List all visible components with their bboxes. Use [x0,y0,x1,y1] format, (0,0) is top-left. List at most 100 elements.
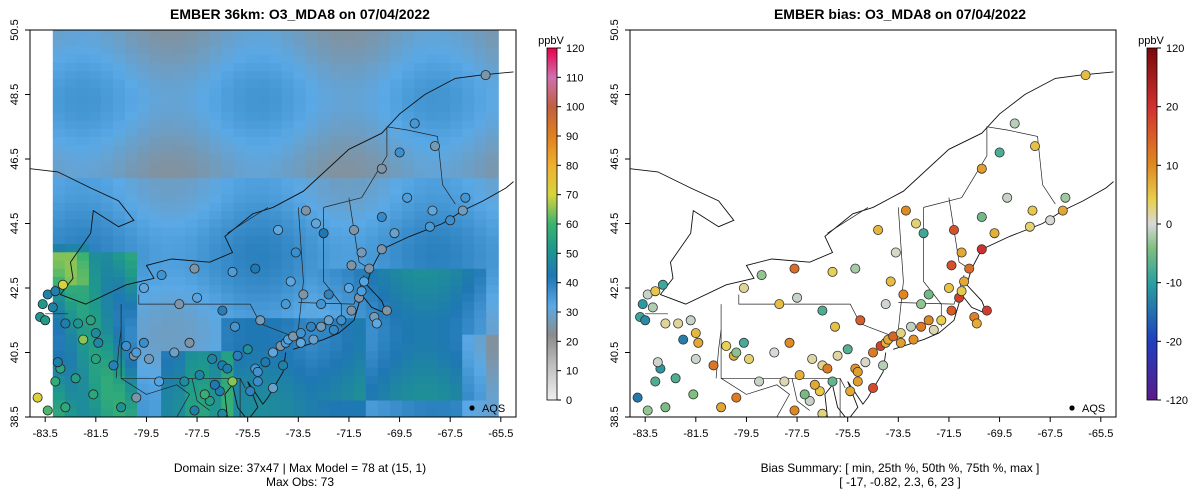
model-grid-cell [462,359,475,369]
model-grid-cell [64,301,78,311]
model-grid-cell [438,235,451,245]
model-grid-cell [221,211,234,220]
model-grid-cell [173,326,186,336]
model-grid-cell [317,46,331,56]
model-grid-cell [438,384,451,393]
model-grid-cell [474,71,487,80]
model-grid-cell [125,128,138,138]
model-grid-cell [197,62,210,72]
model-grid-cell [341,318,355,327]
model-grid-cell [402,54,415,64]
model-grid-cell [329,392,343,402]
model-grid-cell [341,120,355,130]
model-grid-cell [281,95,295,105]
aqs-site-marker [298,289,309,300]
model-grid-cell [329,202,343,212]
model-grid-cell [365,62,379,72]
model-grid-cell [245,268,258,278]
model-grid-cell [365,120,379,130]
model-grid-cell [173,235,186,245]
aqs-site-marker [50,376,61,387]
model-grid-cell [161,79,174,89]
model-grid-cell [64,293,78,303]
model-grid-cell [76,301,90,311]
model-grid-cell [52,104,66,113]
model-grid-cell [450,38,463,47]
model-grid-cell [185,351,198,360]
model-grid-cell [402,384,415,393]
aqs-bias-marker [900,205,911,216]
model-grid-cell [474,244,487,253]
model-state-border [297,207,304,330]
model-grid-cell [76,186,90,196]
model-grid-cell [173,244,186,253]
model-grid-cell [209,310,222,319]
bias-colorbar-unit: ppbV [1138,35,1164,47]
model-grid-cell [293,318,307,327]
model-grid-cell [209,326,222,336]
model-grid-cell [221,178,234,187]
model-grid-cell [137,219,150,229]
model-grid-cell [209,30,222,39]
model-grid-cell [233,219,246,229]
model-grid-cell [389,137,403,146]
model-grid-cell [377,227,391,237]
model-grid-cell [113,244,126,253]
model-grid-cell [88,54,102,64]
model-grid-cell [329,400,343,410]
model-grid-cell [197,285,210,295]
model-grid-cell [365,95,379,105]
model-grid-cell [414,79,427,89]
model-grid-cell [125,326,138,336]
model-grid-cell [462,227,475,237]
model-grid-cell [76,277,90,286]
model-grid-cell [125,392,138,402]
aqs-site-marker [156,270,167,281]
model-grid-cell [486,170,499,179]
model-grid-cell [197,219,210,229]
aqs-site-marker [37,299,48,310]
model-grid-cell [100,310,114,319]
model-grid-cell [269,277,283,286]
aqs-site-marker [305,321,316,332]
aqs-site-marker [245,386,256,397]
model-grid-cell [353,260,367,270]
model-grid-cell [329,235,343,245]
model-grid-cell [137,384,150,393]
bias-map-panel: EMBER bias: O3_MDA8 on 07/04/2022 -83.5-… [600,0,1200,502]
model-grid-cell [281,145,295,155]
model-grid-cell [269,235,283,245]
model-grid-cell [64,359,78,369]
model-grid-cell [353,104,367,113]
model-grid-cell [414,359,427,369]
model-grid-cell [389,310,403,319]
model-grid-cell [474,62,487,72]
model-grid-cell [197,318,210,327]
model-grid-cell [209,62,222,72]
model-grid-cell [402,128,415,138]
model-grid-cell [88,277,102,286]
model-grid-cell [486,54,499,64]
model-grid-cell [341,384,355,393]
model-grid-cell [52,342,66,352]
model-grid-cell [209,400,222,410]
model-grid-cell [317,235,331,245]
model-grid-cell [402,392,415,402]
model-grid-cell [233,293,246,303]
model-grid-cell [450,120,463,130]
model-grid-cell [402,334,415,344]
model-grid-cell [462,95,475,105]
model-grid-cell [486,95,499,105]
model-grid-cell [474,38,487,47]
aqs-site-marker [323,315,334,326]
model-grid-cell [185,128,198,138]
model-grid-cell [233,120,246,130]
model-grid-cell [353,186,367,196]
model-grid-cell [64,202,78,212]
model-grid-cell [197,227,210,237]
model-x-tick-label: -79.5 [134,428,159,440]
model-grid-cell [353,202,367,212]
model-grid-cell [161,137,174,146]
model-grid-cell [245,359,258,369]
model-grid-cell [149,137,162,146]
